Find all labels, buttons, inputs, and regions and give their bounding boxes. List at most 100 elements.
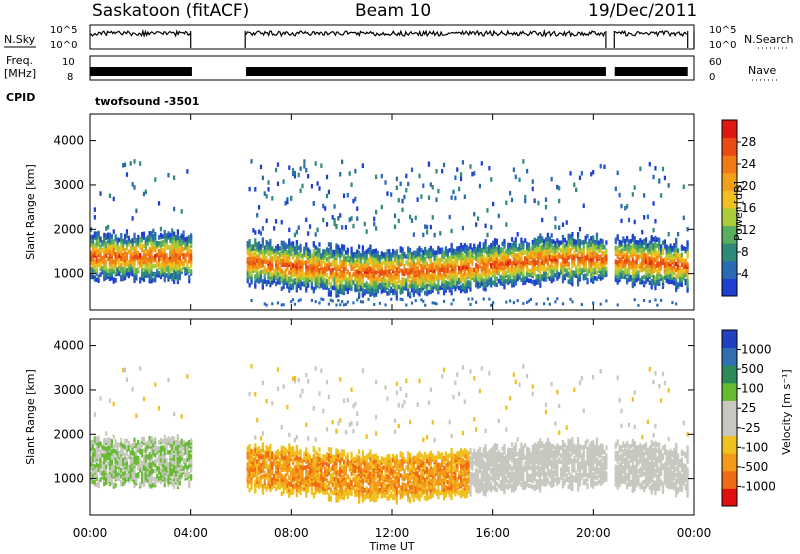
power-cell: [467, 268, 470, 273]
power-cell: [482, 278, 485, 283]
power-cell: [684, 272, 687, 278]
power-cell: [339, 172, 342, 177]
power-cell: [616, 170, 619, 176]
power-cell: [573, 260, 576, 266]
power-cell: [595, 262, 599, 268]
power-cell: [597, 274, 600, 279]
power-cell: [644, 275, 648, 280]
power-cell: [437, 265, 440, 271]
power-cell: [373, 288, 376, 294]
power-cell: [475, 275, 478, 280]
power-cell: [458, 277, 461, 283]
power-cell: [465, 272, 468, 278]
power-cell: [658, 178, 661, 183]
velocity-cell: [106, 473, 110, 478]
power-cell: [576, 232, 580, 237]
power-cell: [584, 235, 587, 241]
power-cell: [308, 253, 312, 259]
power-cell: [376, 284, 380, 290]
power-cell: [161, 248, 164, 253]
power-cell: [380, 269, 383, 274]
velocity-cell: [150, 464, 153, 469]
power-cell: [361, 163, 364, 169]
power-cell: [590, 277, 593, 283]
power-cell: [388, 249, 391, 254]
power-cell: [435, 197, 438, 202]
power-cell: [424, 260, 427, 266]
power-cell: [490, 276, 493, 282]
power-cell: [310, 253, 314, 258]
velocity-cell: [140, 442, 144, 448]
power-cell: [312, 261, 315, 266]
power-cell: [108, 232, 112, 238]
power-cell: [424, 272, 427, 278]
power-cell: [437, 188, 440, 194]
power-cell: [382, 278, 385, 283]
velocity-cell: [144, 454, 147, 459]
velocity-cell: [161, 463, 164, 468]
power-cell: [673, 243, 676, 248]
power-cell: [660, 256, 663, 261]
velocity-cell: [142, 436, 146, 442]
velocity-cell: [157, 466, 161, 471]
power-cell: [484, 249, 487, 254]
velocity-cell: [139, 468, 142, 473]
power-cell: [425, 291, 429, 297]
power-cell: [133, 159, 136, 164]
power-cell: [461, 253, 465, 258]
power-cell: [408, 214, 412, 220]
velocity-cell: [90, 465, 93, 471]
power-cell: [571, 253, 574, 259]
power-cell: [503, 258, 506, 264]
power-cell: [454, 274, 457, 280]
power-cell: [478, 257, 482, 263]
power-cell: [369, 248, 372, 253]
power-cell: [324, 206, 327, 211]
power-cell: [425, 283, 429, 289]
power-cell: [599, 246, 602, 251]
velocity-cell: [154, 458, 157, 464]
power-cell: [250, 159, 253, 164]
power-cell: [416, 284, 419, 289]
power-cell: [652, 250, 655, 256]
power-cell: [595, 252, 599, 258]
power-cell: [620, 272, 623, 277]
power-cell: [154, 243, 157, 249]
power-cell: [656, 269, 659, 274]
power-cell: [299, 247, 302, 253]
power-cell: [456, 250, 459, 255]
power-cell: [293, 278, 297, 283]
power-cell: [554, 272, 557, 278]
velocity-cell: [95, 454, 98, 459]
power-cell: [505, 249, 508, 254]
power-cell: [140, 237, 144, 243]
power-cell: [454, 195, 457, 201]
power-cell: [543, 239, 546, 244]
power-cell: [552, 245, 555, 250]
power-cell: [125, 252, 129, 257]
velocity-cell: [156, 473, 159, 479]
power-cell: [276, 263, 280, 269]
power-cell: [342, 284, 346, 290]
power-cell: [418, 246, 421, 251]
power-cell: [169, 244, 172, 250]
power-cell: [386, 269, 389, 274]
power-cell: [339, 287, 342, 293]
power-cell: [429, 224, 432, 230]
velocity-cell: [159, 471, 163, 477]
power-cell: [492, 244, 495, 250]
power-cell: [346, 300, 349, 304]
power-cell: [476, 216, 480, 221]
power-cell: [654, 298, 657, 302]
power-cell: [325, 193, 329, 199]
power-cell: [548, 250, 551, 255]
power-cell: [90, 260, 93, 266]
power-cell: [558, 272, 561, 277]
velocity-cell: [129, 450, 132, 455]
power-cell: [301, 253, 304, 259]
power-cell: [267, 187, 270, 192]
freq-tick-top: 10: [62, 57, 75, 68]
velocity-cell: [95, 468, 98, 473]
power-cell: [173, 269, 176, 274]
power-cell: [154, 231, 157, 237]
